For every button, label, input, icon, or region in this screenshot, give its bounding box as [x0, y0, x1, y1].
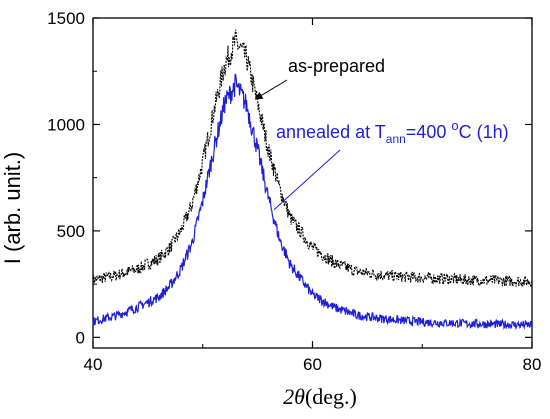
annotations	[254, 79, 341, 210]
annotation-annealed: annealed at Tann=400 oC (1h)	[276, 118, 509, 146]
series-line-1	[92, 73, 533, 331]
annotation-annealed-after: =400	[406, 122, 452, 142]
series-layer	[92, 29, 533, 331]
annotation-annealed-main: annealed at T	[276, 122, 386, 142]
y-tick-label: 1000	[47, 115, 85, 134]
annotation-arrow-as-prepared	[254, 79, 288, 100]
x-axis-unit: (deg.)	[305, 384, 357, 409]
annotation-annealed-sup: o	[451, 118, 458, 133]
annotation-annealed-end: C (1h)	[459, 122, 509, 142]
x-tick-label: 40	[84, 355, 103, 374]
x-axis-label: 2θ(deg.)	[283, 384, 357, 409]
y-axis-label: I (arb. unit.)	[0, 152, 25, 264]
annotation-annealed-sub: ann	[386, 132, 406, 146]
y-tick-label: 500	[57, 222, 85, 241]
y-tick-label: 1500	[47, 9, 85, 28]
x-tick-label: 60	[303, 355, 322, 374]
annotation-as-prepared: as-prepared	[288, 56, 385, 76]
ticks: 40 60 80 0 500 1000 1500	[47, 9, 541, 374]
y-tick-label: 0	[76, 328, 85, 347]
x-tick-label: 80	[523, 355, 542, 374]
x-axis-symbol: 2θ	[283, 384, 305, 409]
annotation-line-annealed	[273, 149, 341, 210]
